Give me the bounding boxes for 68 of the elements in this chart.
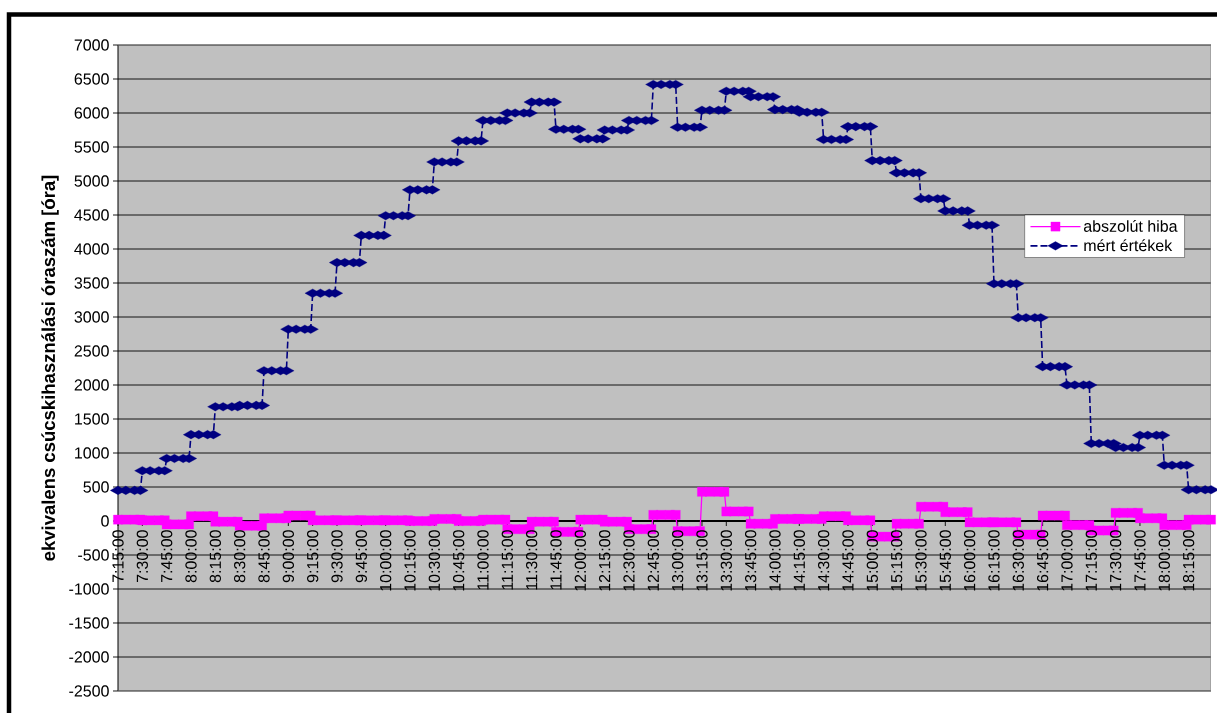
x-tick-label: 9:00:00 — [282, 530, 294, 583]
x-tick-label: 11:30:00 — [525, 530, 538, 590]
x-tick-label: 14:15:00 — [793, 530, 805, 591]
x-tick-label: 16:00:00 — [963, 530, 976, 591]
x-tick-label: 12:15:00 — [598, 530, 611, 591]
y-tick-label: 1500 — [75, 413, 109, 425]
x-tick-label: 9:15:00 — [307, 530, 319, 583]
y-tick-label: -1500 — [69, 617, 109, 629]
y-tick-label: 4500 — [74, 209, 109, 221]
y-tick-label: 5000 — [74, 175, 109, 187]
x-tick-label: 15:00:00 — [866, 530, 878, 591]
x-tick-label: 13:00:00 — [671, 530, 684, 591]
x-tick-label: 12:30:00 — [623, 530, 635, 591]
x-tick-label: 12:45:00 — [647, 530, 659, 591]
x-tick-label: 13:15:00 — [696, 530, 708, 591]
y-tick-label: 1000 — [75, 447, 109, 459]
x-tick-label: 10:30:00 — [428, 530, 440, 591]
y-tick-label: 4000 — [74, 243, 109, 255]
x-tick-label: 14:30:00 — [817, 530, 830, 591]
y-tick-label: -1000 — [69, 583, 109, 595]
x-tick-label: 10:15:00 — [404, 530, 416, 591]
x-tick-label: 11:00:00 — [477, 530, 489, 590]
x-tick-label: 18:00:00 — [1158, 530, 1170, 591]
x-tick-label: 10:00:00 — [380, 530, 392, 591]
x-tick-label: 7:30:00 — [136, 530, 148, 583]
x-tick-label: 15:45:00 — [939, 530, 951, 591]
y-tick-label: 2500 — [74, 345, 109, 357]
x-tick-label: 17:45:00 — [1134, 530, 1146, 591]
x-tick-label: 15:30:00 — [915, 530, 927, 591]
y-tick-label: 7000 — [74, 39, 109, 51]
y-tick-label: 0 — [101, 515, 109, 527]
x-tick-label: 7:45:00 — [161, 530, 173, 583]
legend-label: mért értékek — [1084, 239, 1173, 252]
y-tick-label: 500 — [83, 481, 109, 493]
y-tick-label: -500 — [78, 549, 109, 561]
x-tick-label: 15:15:00 — [890, 530, 903, 591]
y-tick-label: 5500 — [74, 141, 109, 153]
x-tick-label: 8:00:00 — [185, 530, 197, 583]
x-tick-label: 16:30:00 — [1012, 530, 1024, 591]
x-tick-label: 8:30:00 — [234, 530, 246, 583]
y-tick-label: 3500 — [74, 277, 109, 289]
x-tick-label: 8:15:00 — [209, 530, 221, 583]
x-tick-label: 7:15:00 — [112, 530, 124, 583]
x-tick-label: 9:45:00 — [355, 530, 367, 583]
x-tick-label: 10:45:00 — [453, 530, 465, 591]
x-tick-label: 18:15:00 — [1182, 530, 1195, 591]
x-tick-label: 12:00:00 — [574, 530, 586, 591]
y-tick-label: 2000 — [74, 379, 109, 391]
x-tick-label: 9:30:00 — [331, 530, 343, 583]
y-tick-label: -2000 — [69, 651, 109, 663]
x-tick-label: 14:45:00 — [842, 530, 854, 591]
y-tick-label: 6000 — [74, 107, 109, 119]
x-tick-label: 11:45:00 — [550, 530, 562, 590]
y-tick-label: -2500 — [69, 685, 109, 697]
x-tick-label: 16:15:00 — [988, 530, 1000, 591]
x-tick-label: 17:00:00 — [1061, 530, 1073, 591]
y-axis-title: ekvivalens csúcskihasználási óraszám [óra] — [41, 175, 59, 561]
legend-label: abszolút hiba — [1083, 219, 1178, 232]
x-tick-label: 17:30:00 — [1109, 530, 1122, 591]
x-tick-label: 13:30:00 — [720, 530, 732, 591]
x-tick-label: 16:45:00 — [1036, 530, 1049, 591]
x-tick-label: 11:15:00 — [501, 530, 513, 590]
y-tick-label: 6500 — [74, 73, 109, 85]
x-tick-label: 13:45:00 — [744, 530, 757, 591]
x-tick-label: 14:00:00 — [769, 530, 781, 591]
y-tick-label: 3000 — [74, 311, 109, 323]
x-tick-label: 17:15:00 — [1085, 530, 1097, 591]
x-tick-label: 8:45:00 — [258, 530, 270, 583]
